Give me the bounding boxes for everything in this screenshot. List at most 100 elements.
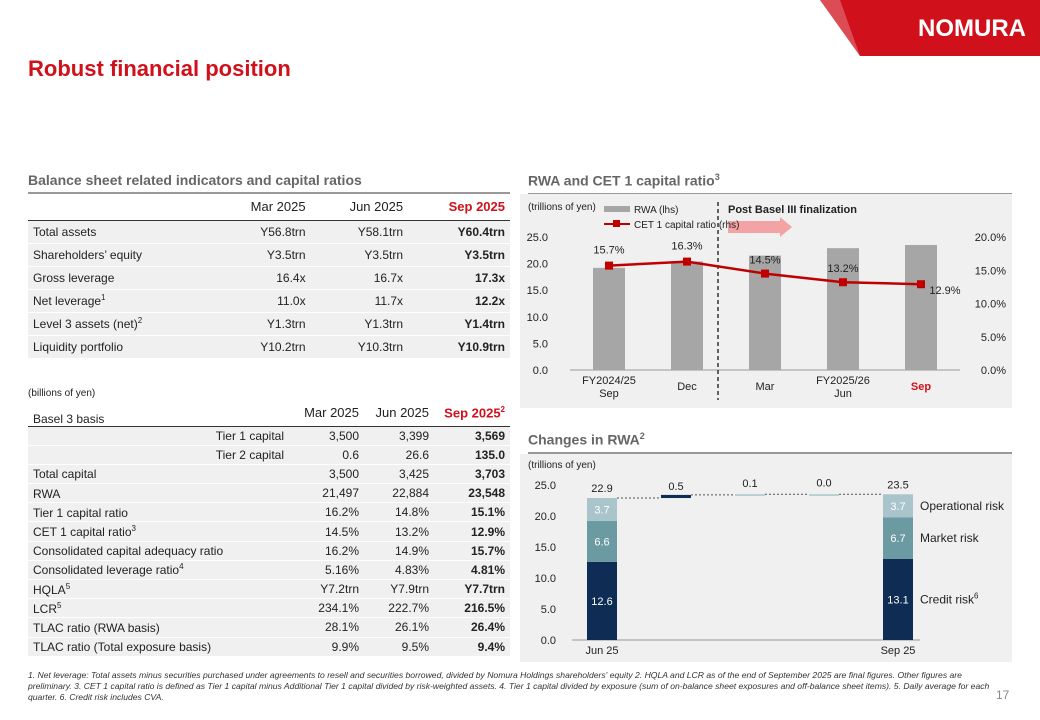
brand-wordmark: NOMURA xyxy=(918,15,1026,42)
col-header: Mar 2025 xyxy=(294,400,364,427)
table-row: TLAC ratio (RWA basis) 28.1% 26.1% 26.4% xyxy=(28,617,510,638)
cell-value: Y58.1trn xyxy=(310,220,409,244)
col-header: Sep 20252 xyxy=(434,400,510,427)
cell-value: 15.7% xyxy=(434,541,510,561)
cell-value: 3,500 xyxy=(294,464,364,485)
legend-label: Credit risk6 xyxy=(920,591,979,606)
balance-section: Balance sheet related indicators and cap… xyxy=(28,172,510,359)
cell-value: 14.5% xyxy=(294,521,364,542)
table-row: Consolidated capital adequacy ratio 16.2%… xyxy=(28,541,510,561)
cell-value: 12.2x xyxy=(408,289,510,313)
cell-value: 3,500 xyxy=(294,426,364,446)
basel-section: (billions of yen) Basel 3 basis Mar 2025… xyxy=(28,388,510,657)
page-number: 17 xyxy=(996,688,1010,702)
row-label: TLAC ratio (Total exposure basis) xyxy=(28,637,294,657)
rwa-changes-chart: (trillions of yen) 0.0 5.0 10.0 15.0 20.0 25.0… xyxy=(520,454,1012,662)
cell-value: Y10.2trn xyxy=(210,335,311,359)
chart2-unit: (trillions of yen) xyxy=(528,460,596,471)
row-label: Tier 1 capital ratio xyxy=(28,502,294,523)
legend-label: Market risk xyxy=(920,531,980,545)
row-label: Total assets xyxy=(28,220,211,244)
chart2-title: Changes in RWA2 xyxy=(528,431,645,448)
table-row: Total capital 3,500 3,425 3,703 xyxy=(28,464,510,485)
y-tick-left: 5.0 xyxy=(533,338,548,350)
x-tick-label: Dec xyxy=(677,381,697,393)
cet1-point xyxy=(605,261,613,270)
cell-value: 26.6 xyxy=(364,445,434,465)
rwa-changes-section: Changes in RWA2 xyxy=(528,431,1012,454)
table-row: LCR5 234.1% 222.7% 216.5% xyxy=(28,598,510,619)
y-tick: 10.0 xyxy=(535,573,556,585)
cell-value: Y60.4trn xyxy=(408,220,510,244)
row-label: Tier 1 capital xyxy=(28,426,294,446)
rwa-bar xyxy=(671,261,703,370)
legend-cet1: CET 1 capital ratio (rhs) xyxy=(634,220,739,231)
legend-rwa: RWA (lhs) xyxy=(634,205,678,216)
post-basel-label: Post Basel III finalization xyxy=(728,204,857,216)
cell-value: 135.0 xyxy=(434,445,510,465)
table-row: Tier 1 capital ratio 16.2% 14.8% 15.1% xyxy=(28,502,510,523)
col-header: Jun 2025 xyxy=(310,194,409,221)
cet1-label: 14.5% xyxy=(749,255,780,267)
x-tick-label: FY2025/26 xyxy=(816,375,870,387)
cell-value: 14.9% xyxy=(364,541,434,561)
rwa-bar xyxy=(827,248,859,370)
row-label: Shareholders’ equity xyxy=(28,243,211,267)
x-tick-label: FY2024/25 xyxy=(582,375,636,387)
row-label: Level 3 assets (net)2 xyxy=(28,312,211,336)
cell-value: 9.9% xyxy=(294,637,364,657)
change-bar xyxy=(735,494,765,496)
segment-label: 12.6 xyxy=(591,596,612,608)
col-header: Mar 2025 xyxy=(210,194,311,221)
chart1-title: RWA and CET 1 capital ratio3 xyxy=(528,172,720,189)
table-row: Shareholders’ equity Y3.5trn Y3.5trn Y3.5tr… xyxy=(28,243,510,267)
nomura-logo: NOMURA xyxy=(820,0,1040,56)
row-label: HQLA5 xyxy=(28,579,294,600)
cell-value: 22,884 xyxy=(364,483,434,504)
y-tick-right: 0.0% xyxy=(981,365,1006,377)
rwa-bar xyxy=(905,244,937,370)
segment-label: 6.6 xyxy=(594,536,609,548)
y-tick-left: 0.0 xyxy=(533,365,548,377)
cell-value: Y56.8trn xyxy=(210,220,311,244)
basel-table: Basel 3 basis Mar 2025 Jun 2025 Sep 2025… xyxy=(28,400,510,657)
segment-label: 3.7 xyxy=(890,501,905,513)
table-row: RWA 21,497 22,884 23,548 xyxy=(28,483,510,504)
cet1-label: 12.9% xyxy=(929,285,960,297)
table-row: Gross leverage 16.4x 16.7x 17.3x xyxy=(28,266,510,290)
cell-value: 9.5% xyxy=(364,637,434,657)
legend-label: Operational risk xyxy=(920,499,1005,513)
cell-value: 4.83% xyxy=(364,560,434,581)
table-row: Liquidity portfolio Y10.2trn Y10.3trn Y10.9… xyxy=(28,335,510,359)
col-header: Sep 2025 xyxy=(408,194,510,221)
cell-value: 28.1% xyxy=(294,617,364,638)
cell-value: Y1.4trn xyxy=(408,312,510,336)
stack-total-label: 22.9 xyxy=(591,483,612,495)
y-tick: 25.0 xyxy=(535,480,556,492)
row-label: Net leverage1 xyxy=(28,289,211,313)
cet1-point xyxy=(839,278,847,287)
cell-value: 17.3x xyxy=(408,266,510,290)
col-header: Jun 2025 xyxy=(364,400,434,427)
cell-value: 4.81% xyxy=(434,560,510,581)
y-tick-right: 10.0% xyxy=(975,299,1006,311)
row-label: Consolidated capital adequacy ratio xyxy=(28,541,294,561)
cell-value: Y10.3trn xyxy=(310,335,409,359)
table-row: Total assets Y56.8trn Y58.1trn Y60.4trn xyxy=(28,220,510,244)
cell-value: 3,425 xyxy=(364,464,434,485)
cell-value: 3,703 xyxy=(434,464,510,485)
cell-value: 3,569 xyxy=(434,426,510,446)
basis-label: Basel 3 basis xyxy=(28,400,294,427)
legend-swatch-cet1 xyxy=(613,220,620,227)
cell-value: 11.7x xyxy=(310,289,409,313)
table-row: Level 3 assets (net)2 Y1.3trn Y1.3trn Y1.4t… xyxy=(28,312,510,336)
y-tick-right: 20.0% xyxy=(975,232,1006,244)
cet1-label: 15.7% xyxy=(593,245,624,257)
table-row: Consolidated leverage ratio4 5.16% 4.83% 4.… xyxy=(28,560,510,581)
y-tick-left: 20.0 xyxy=(527,259,548,271)
cell-value: 21,497 xyxy=(294,483,364,504)
y-tick: 20.0 xyxy=(535,511,556,523)
cell-value: 26.1% xyxy=(364,617,434,638)
cell-value: Y1.3trn xyxy=(210,312,311,336)
cell-value: 216.5% xyxy=(434,598,510,619)
